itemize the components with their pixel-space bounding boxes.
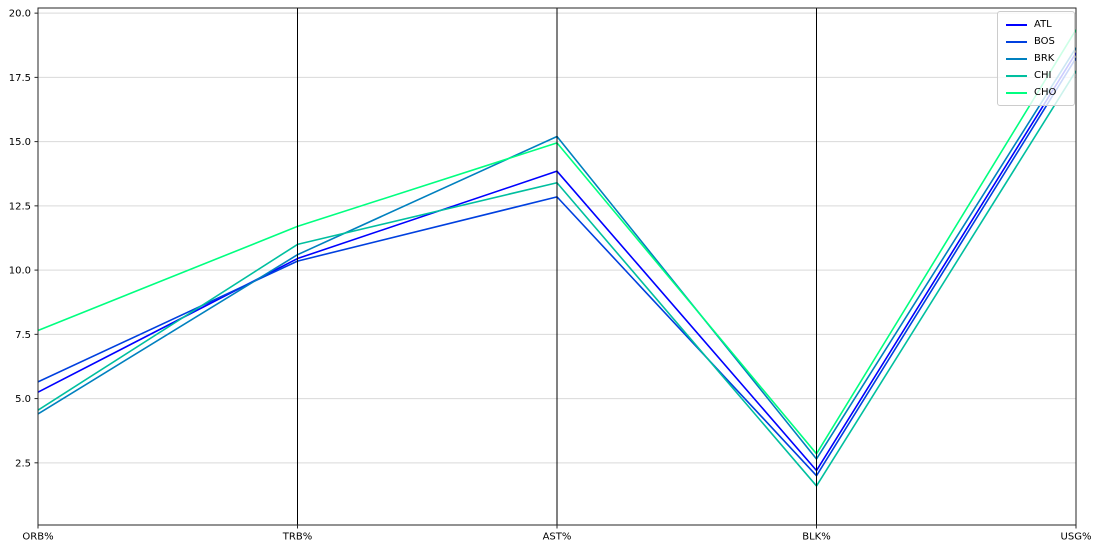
legend-label-cho: CHO — [1034, 87, 1057, 98]
y-tick-label: 17.5 — [9, 73, 31, 84]
legend-line-swatch-bos — [1006, 40, 1027, 43]
x-tick-label: BLK% — [802, 531, 831, 542]
y-tick-label: 20.0 — [9, 9, 31, 20]
legend-label-atl: ATL — [1034, 19, 1052, 30]
x-tick-label: AST% — [543, 531, 572, 542]
y-tick-label: 15.0 — [9, 137, 31, 148]
legend-item-cho: CHO — [998, 84, 1074, 101]
y-tick-label: 7.5 — [15, 330, 31, 341]
legend-label-bos: BOS — [1034, 36, 1055, 47]
legend-label-brk: BRK — [1034, 53, 1055, 64]
legend-line-swatch-chi — [1006, 74, 1027, 77]
legend-item-chi: CHI — [998, 67, 1074, 84]
x-tick-label: TRB% — [282, 531, 312, 542]
x-tick-label: USG% — [1061, 531, 1092, 542]
legend-label-chi: CHI — [1034, 70, 1052, 81]
y-tick-label: 12.5 — [9, 201, 31, 212]
legend-line-swatch-brk — [1006, 57, 1027, 60]
legend-item-bos: BOS — [998, 33, 1074, 50]
legend-item-atl: ATL — [998, 16, 1074, 33]
legend-item-brk: BRK — [998, 50, 1074, 67]
legend: ATL BOS BRK CHI CHO — [997, 11, 1075, 106]
x-tick-label: ORB% — [22, 531, 53, 542]
legend-line-swatch-cho — [1006, 91, 1027, 94]
y-tick-label: 2.5 — [15, 458, 31, 469]
y-tick-label: 5.0 — [15, 394, 31, 405]
legend-line-swatch-atl — [1006, 23, 1027, 26]
y-tick-label: 10.0 — [9, 266, 31, 277]
